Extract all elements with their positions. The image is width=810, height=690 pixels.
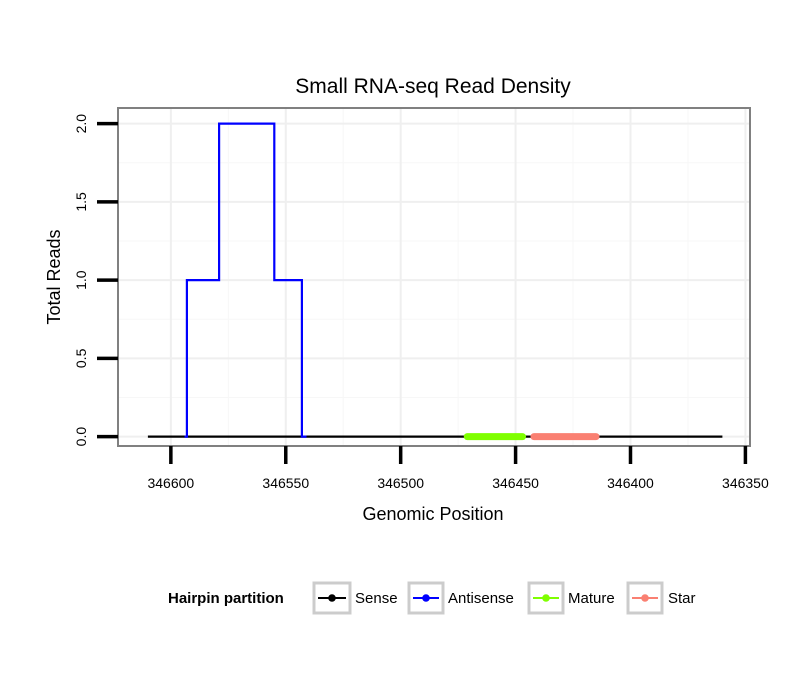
legend-key-dot [422,594,430,602]
plot-border [117,107,751,447]
legend-key-dot [542,594,550,602]
legend-label: Star [668,590,696,607]
y-tick-label: 2.0 [73,114,89,134]
x-axis: 346600 346550 346500 346450 346400 346350 [147,446,769,491]
chart-title: Small RNA-seq Read Density [295,75,571,98]
legend: Hairpin partition Sense Antisense Mature St… [168,581,696,615]
y-axis-label: Total Reads [44,229,64,324]
x-tick-label: 346350 [722,475,769,491]
legend-title: Hairpin partition [168,590,284,607]
grid-lines [118,108,750,446]
plot-background [118,108,750,446]
x-axis-label: Genomic Position [362,504,503,524]
y-axis: 0.0 0.5 1.0 1.5 2.0 [73,114,118,447]
x-tick-label: 346450 [492,475,539,491]
x-tick-label: 346550 [262,475,309,491]
legend-key-dot [328,594,336,602]
y-tick-label: 0.5 [73,348,89,368]
legend-label: Mature [568,590,615,607]
y-tick-label: 1.0 [73,270,89,290]
legend-label: Antisense [448,590,514,607]
y-tick-label: 1.5 [73,192,89,212]
legend-label: Sense [355,590,398,607]
x-tick-label: 346500 [377,475,424,491]
x-tick-label: 346600 [147,475,194,491]
y-tick-label: 0.0 [73,427,89,447]
x-tick-label: 346400 [607,475,654,491]
series-lines [147,122,723,441]
legend-key-dot [641,594,649,602]
series-line-antisense [184,122,307,438]
